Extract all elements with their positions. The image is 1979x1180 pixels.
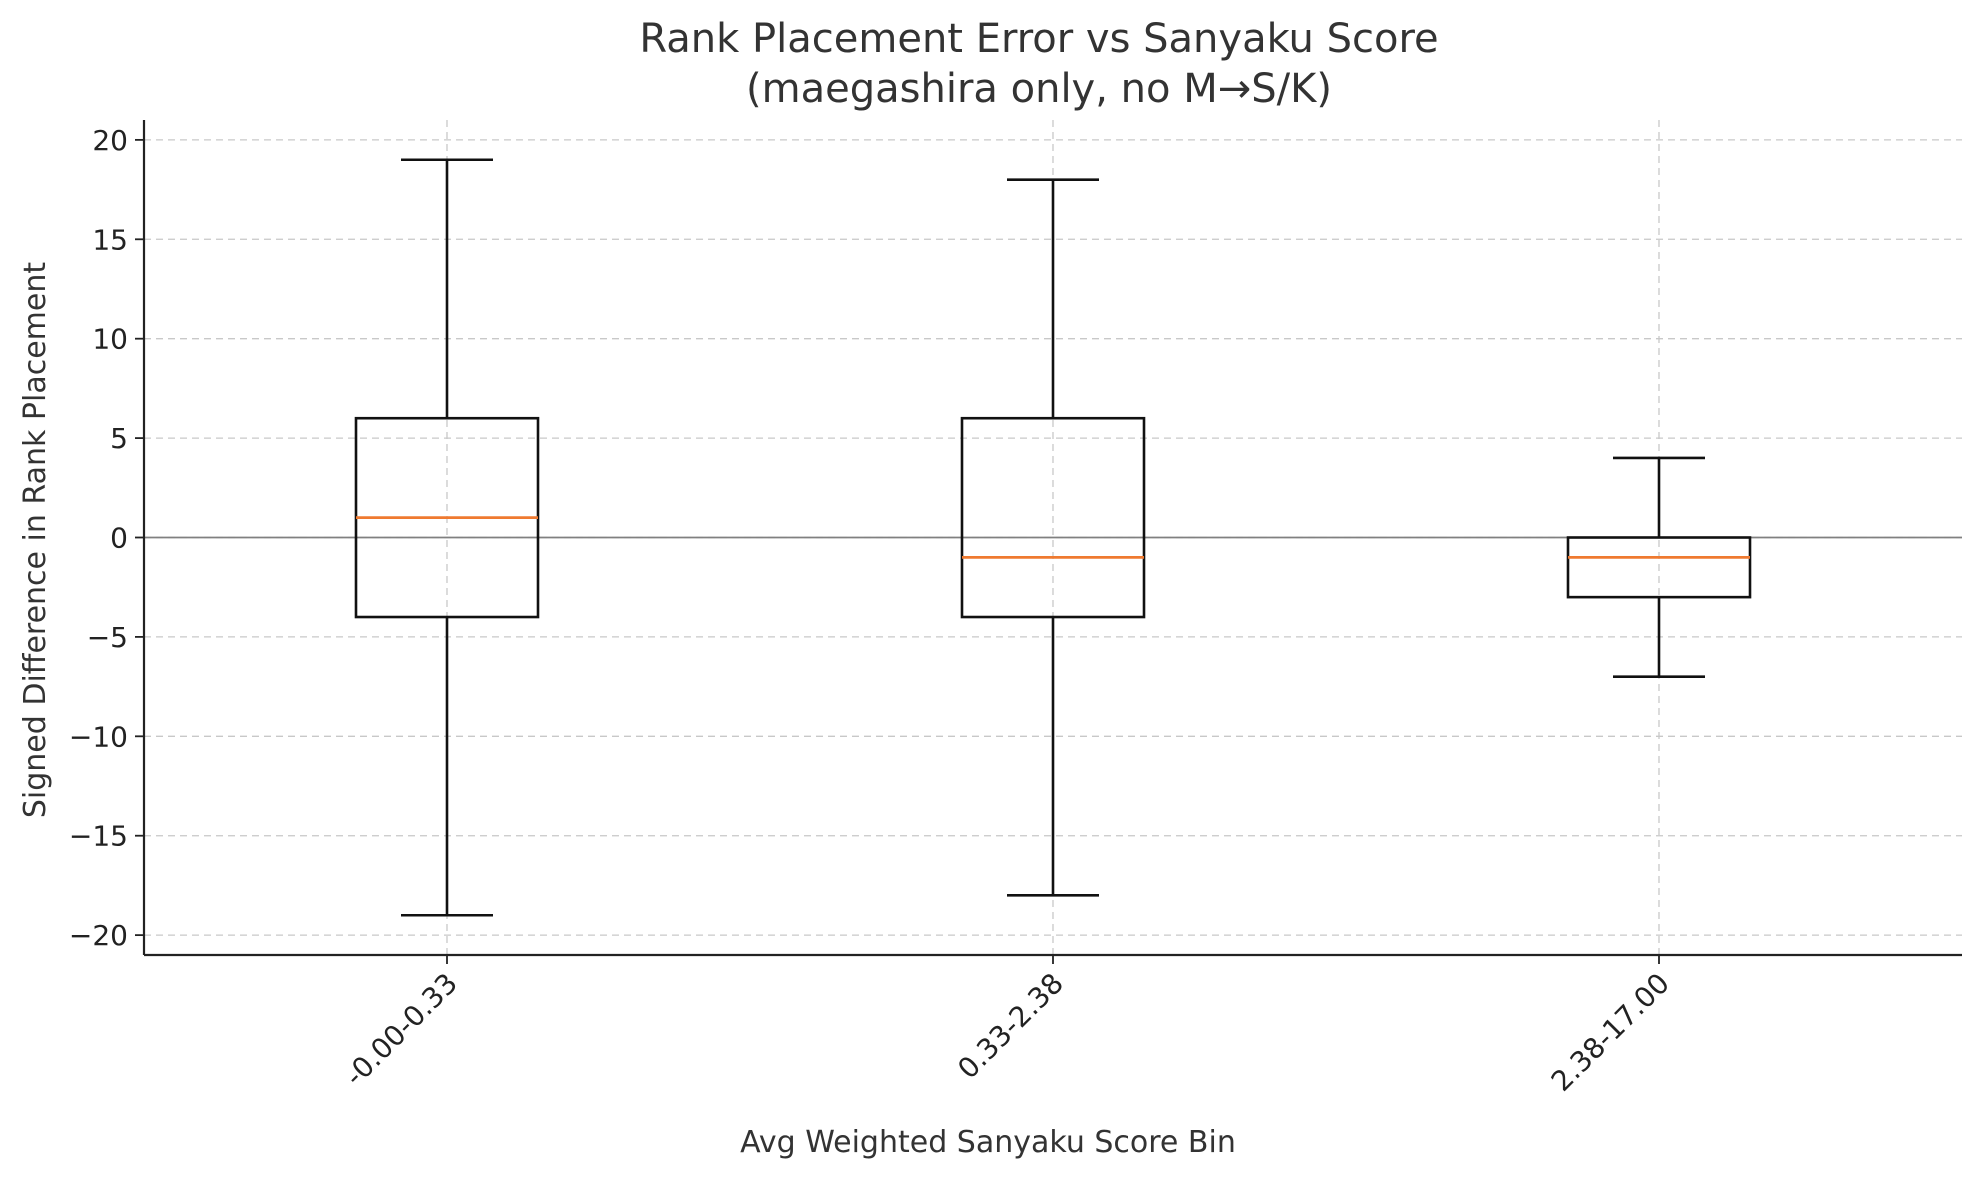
y-axis-label: Signed Difference in Rank Placement: [18, 262, 53, 818]
y-tick-label: 15: [92, 223, 128, 256]
y-tick-label: −5: [87, 621, 128, 654]
y-tick-label: −20: [69, 919, 128, 952]
iqr-box: [1566, 536, 1752, 599]
chart-title: Rank Placement Error vs Sanyaku Score: [639, 16, 1438, 62]
y-tick-label: 10: [92, 323, 128, 356]
y-tick-label: 0: [110, 522, 128, 555]
box-group: [354, 158, 540, 917]
y-tick-label: −10: [69, 720, 128, 753]
box-group: [1566, 456, 1752, 678]
y-tick-label: 5: [110, 422, 128, 455]
chart-subtitle: (maegashira only, no M→S/K): [746, 66, 1332, 112]
box-group: [960, 178, 1146, 897]
boxes-layer: [354, 158, 1752, 917]
iqr-box: [960, 416, 1146, 619]
x-tick-label: -0.00-0.33: [338, 967, 464, 1093]
x-axis-label: Avg Weighted Sanyaku Score Bin: [740, 1125, 1236, 1160]
x-tick-label: 0.33-2.38: [951, 967, 1070, 1086]
x-tick-label: 2.38-17.00: [1545, 967, 1676, 1098]
ticks-layer: 20 15 10 5 0 −5 −10 −15 −20 -0.00-0.33 0.33-2.38 2.…: [69, 124, 1676, 1098]
y-tick-label: −15: [69, 820, 128, 853]
y-tick-label: 20: [92, 124, 128, 157]
